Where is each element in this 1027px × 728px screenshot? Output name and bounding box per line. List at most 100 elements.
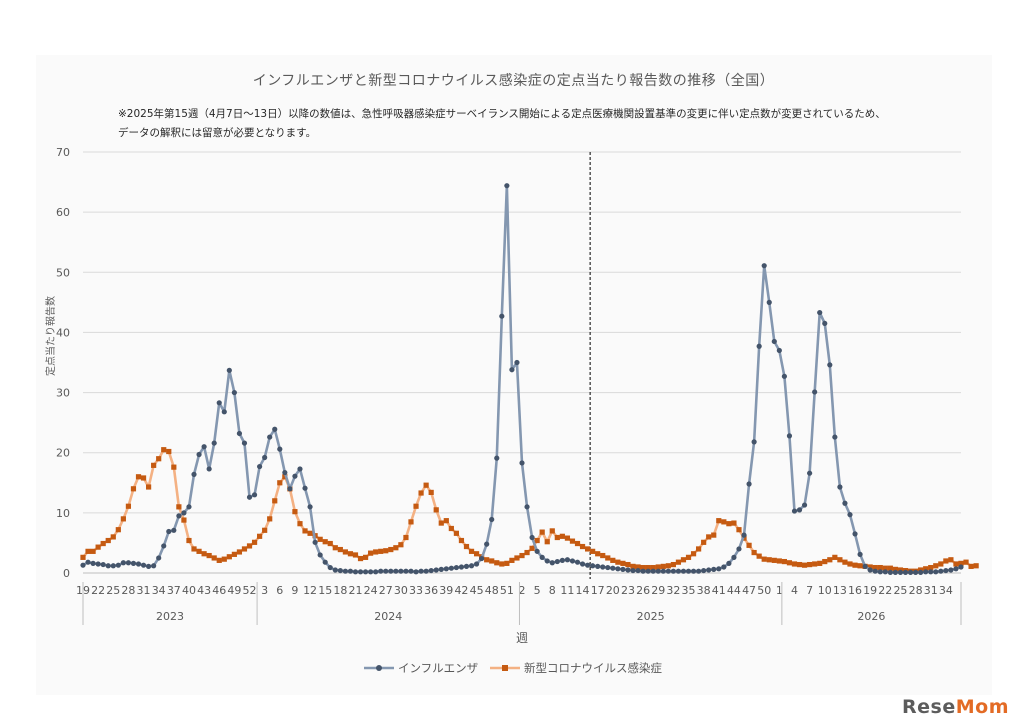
data-point	[711, 566, 717, 572]
data-point	[90, 548, 96, 554]
data-point	[110, 534, 116, 540]
data-point	[317, 552, 323, 558]
data-point	[105, 563, 111, 569]
data-point	[579, 543, 586, 550]
data-point	[196, 548, 202, 554]
data-point	[398, 568, 404, 574]
x-tick-label: 25	[106, 584, 120, 597]
data-point	[322, 539, 328, 545]
data-point	[539, 554, 545, 560]
data-point	[282, 469, 288, 476]
data-point	[277, 446, 283, 452]
x-tick-label: 20	[606, 584, 620, 597]
data-point	[504, 183, 510, 189]
data-point	[685, 554, 692, 560]
data-point	[706, 534, 712, 540]
data-point	[337, 546, 343, 553]
data-point	[262, 454, 268, 461]
data-point	[151, 563, 157, 569]
data-point	[928, 564, 934, 571]
data-point	[721, 564, 727, 570]
data-point	[272, 426, 278, 432]
data-point	[388, 546, 394, 553]
data-point	[428, 489, 434, 496]
data-point	[600, 564, 606, 570]
data-point	[327, 564, 333, 571]
data-point	[277, 480, 283, 486]
data-point	[211, 440, 217, 446]
data-point	[968, 563, 974, 569]
data-point	[564, 535, 571, 541]
data-point	[332, 567, 338, 573]
data-point	[438, 520, 444, 526]
data-point	[605, 564, 611, 571]
data-point	[933, 563, 939, 569]
data-point	[458, 537, 465, 544]
data-point	[186, 504, 192, 510]
data-point	[953, 561, 959, 567]
data-point	[534, 537, 540, 544]
x-tick-label: 22	[878, 584, 892, 597]
data-point	[368, 569, 374, 575]
x-tick-label: 39	[439, 584, 453, 597]
x-tick-label: 26	[636, 584, 650, 597]
data-point	[115, 527, 121, 533]
x-tick-label: 27	[379, 584, 393, 597]
data-point	[186, 537, 192, 544]
data-point	[595, 563, 601, 569]
data-point	[393, 545, 399, 551]
data-point	[166, 448, 172, 455]
data-point	[827, 362, 833, 368]
data-point	[317, 536, 323, 542]
data-point	[161, 447, 167, 453]
data-point	[554, 558, 560, 565]
data-point	[398, 542, 404, 548]
series-line	[82, 184, 962, 574]
data-point	[428, 567, 434, 574]
series-influenza	[80, 183, 964, 575]
x-tick-label: 21	[348, 584, 362, 597]
data-point	[403, 568, 409, 574]
data-point	[665, 568, 671, 574]
data-point	[352, 552, 359, 558]
data-point	[458, 564, 465, 570]
resemom-logo: ReseMom	[902, 696, 1009, 718]
data-point	[746, 481, 752, 487]
x-tick-label: 10	[818, 584, 832, 597]
data-point	[807, 470, 813, 476]
data-point	[635, 564, 641, 570]
data-point	[660, 563, 666, 569]
data-point	[544, 539, 550, 545]
x-tick-label: 32	[666, 584, 680, 597]
data-point	[973, 563, 979, 569]
data-point	[463, 543, 470, 550]
data-point	[297, 521, 303, 527]
data-point	[413, 569, 419, 575]
data-point	[736, 546, 742, 552]
data-point	[701, 567, 707, 574]
data-point	[852, 562, 858, 568]
data-point	[342, 568, 348, 574]
data-point	[887, 565, 893, 571]
data-point	[610, 565, 616, 571]
data-point	[943, 567, 949, 574]
data-point	[120, 560, 126, 566]
data-point	[110, 563, 116, 569]
data-point	[413, 503, 419, 509]
data-point	[620, 560, 626, 566]
data-point	[499, 313, 505, 319]
data-point	[963, 559, 969, 565]
x-tick-label: 48	[485, 584, 499, 597]
data-point	[161, 543, 167, 549]
data-point	[221, 556, 227, 562]
data-point	[726, 521, 732, 527]
data-point	[690, 568, 697, 574]
x-tick-label: 18	[333, 584, 347, 597]
data-point	[872, 564, 878, 571]
data-point	[892, 566, 899, 572]
data-point	[817, 309, 823, 316]
x-tick-label: 11	[560, 584, 574, 597]
y-tick-label: 70	[56, 146, 70, 159]
data-point	[731, 520, 737, 526]
